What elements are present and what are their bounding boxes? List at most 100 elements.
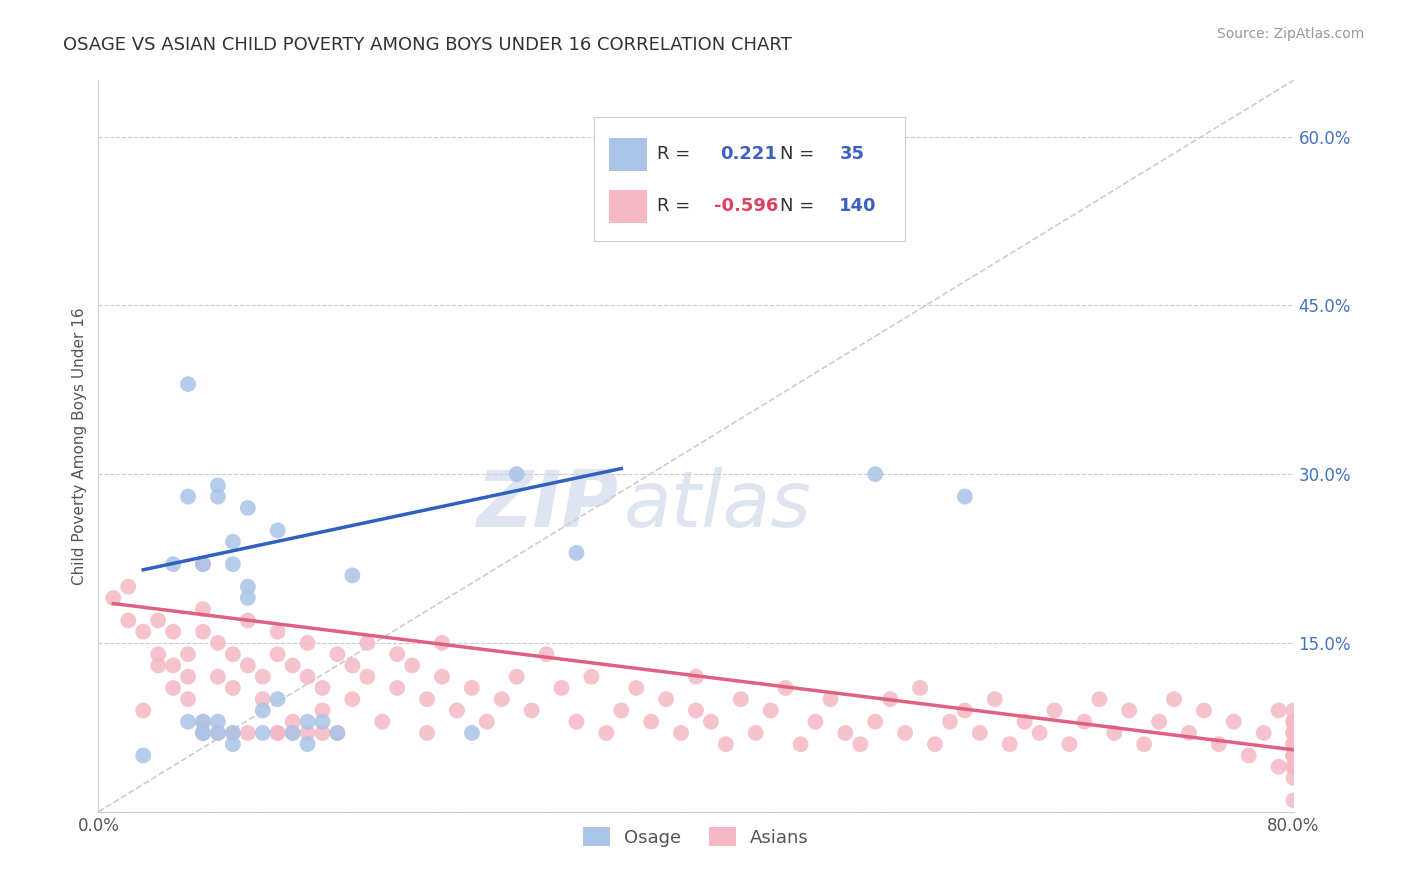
Point	[191, 726, 214, 740]
Point	[311, 703, 333, 717]
Text: N =: N =	[779, 197, 820, 215]
Point	[506, 670, 529, 684]
Point	[267, 692, 290, 706]
Point	[908, 681, 931, 695]
Point	[326, 647, 349, 661]
Point	[236, 726, 259, 740]
Point	[222, 737, 245, 751]
Point	[416, 726, 439, 740]
Point	[1088, 692, 1111, 706]
Point	[401, 658, 423, 673]
Point	[117, 580, 139, 594]
Text: 140: 140	[839, 197, 877, 215]
Point	[865, 714, 887, 729]
Point	[281, 726, 304, 740]
Point	[849, 737, 872, 751]
Point	[461, 726, 484, 740]
Point	[626, 681, 648, 695]
Point	[1073, 714, 1095, 729]
Point	[222, 557, 245, 571]
Point	[1237, 748, 1260, 763]
Point	[1104, 726, 1126, 740]
Point	[834, 726, 856, 740]
Point	[177, 647, 200, 661]
Point	[132, 624, 155, 639]
Point	[1118, 703, 1140, 717]
Point	[207, 490, 229, 504]
Point	[595, 726, 617, 740]
Point	[326, 726, 349, 740]
Point	[1282, 726, 1305, 740]
Point	[191, 714, 214, 729]
Point	[1282, 748, 1305, 763]
Point	[1282, 714, 1305, 729]
Point	[1059, 737, 1081, 751]
Point	[252, 726, 274, 740]
Point	[207, 726, 229, 740]
Point	[669, 726, 692, 740]
Point	[430, 670, 453, 684]
Point	[1282, 737, 1305, 751]
Point	[222, 534, 245, 549]
Text: 0.221: 0.221	[720, 145, 776, 163]
Point	[939, 714, 962, 729]
Point	[371, 714, 394, 729]
Point	[297, 670, 319, 684]
Point	[1282, 726, 1305, 740]
Point	[953, 703, 976, 717]
Point	[236, 500, 259, 515]
Point	[520, 703, 543, 717]
Point	[581, 670, 603, 684]
Point	[1282, 748, 1305, 763]
Point	[969, 726, 991, 740]
Point	[1282, 726, 1305, 740]
Text: R =: R =	[657, 197, 696, 215]
Point	[1282, 737, 1305, 751]
Point	[1208, 737, 1230, 751]
Point	[730, 692, 752, 706]
Point	[222, 647, 245, 661]
Point	[252, 670, 274, 684]
Point	[267, 726, 290, 740]
Point	[1282, 703, 1305, 717]
Point	[311, 714, 333, 729]
Point	[1282, 748, 1305, 763]
Point	[385, 647, 409, 661]
Point	[177, 490, 200, 504]
Point	[267, 524, 290, 538]
Point	[162, 624, 184, 639]
Text: -0.596: -0.596	[714, 197, 779, 215]
Point	[685, 703, 707, 717]
Point	[342, 658, 364, 673]
Point	[148, 614, 170, 628]
Point	[700, 714, 723, 729]
Point	[745, 726, 768, 740]
Point	[148, 658, 170, 673]
Point	[565, 714, 588, 729]
Point	[236, 658, 259, 673]
Point	[356, 670, 378, 684]
Point	[222, 726, 245, 740]
Point	[1043, 703, 1066, 717]
Point	[998, 737, 1021, 751]
Point	[267, 624, 290, 639]
Point	[222, 681, 245, 695]
Point	[1282, 760, 1305, 774]
Point	[1267, 703, 1289, 717]
Point	[865, 467, 887, 482]
Point	[252, 703, 274, 717]
Point	[191, 624, 214, 639]
Point	[550, 681, 572, 695]
Point	[207, 670, 229, 684]
Point	[416, 692, 439, 706]
FancyBboxPatch shape	[595, 117, 905, 241]
Point	[1192, 703, 1215, 717]
Point	[162, 557, 184, 571]
Point	[640, 714, 662, 729]
Point	[207, 714, 229, 729]
Point	[894, 726, 917, 740]
Bar	[609, 137, 647, 170]
Point	[984, 692, 1007, 706]
Point	[879, 692, 901, 706]
Point	[385, 681, 409, 695]
